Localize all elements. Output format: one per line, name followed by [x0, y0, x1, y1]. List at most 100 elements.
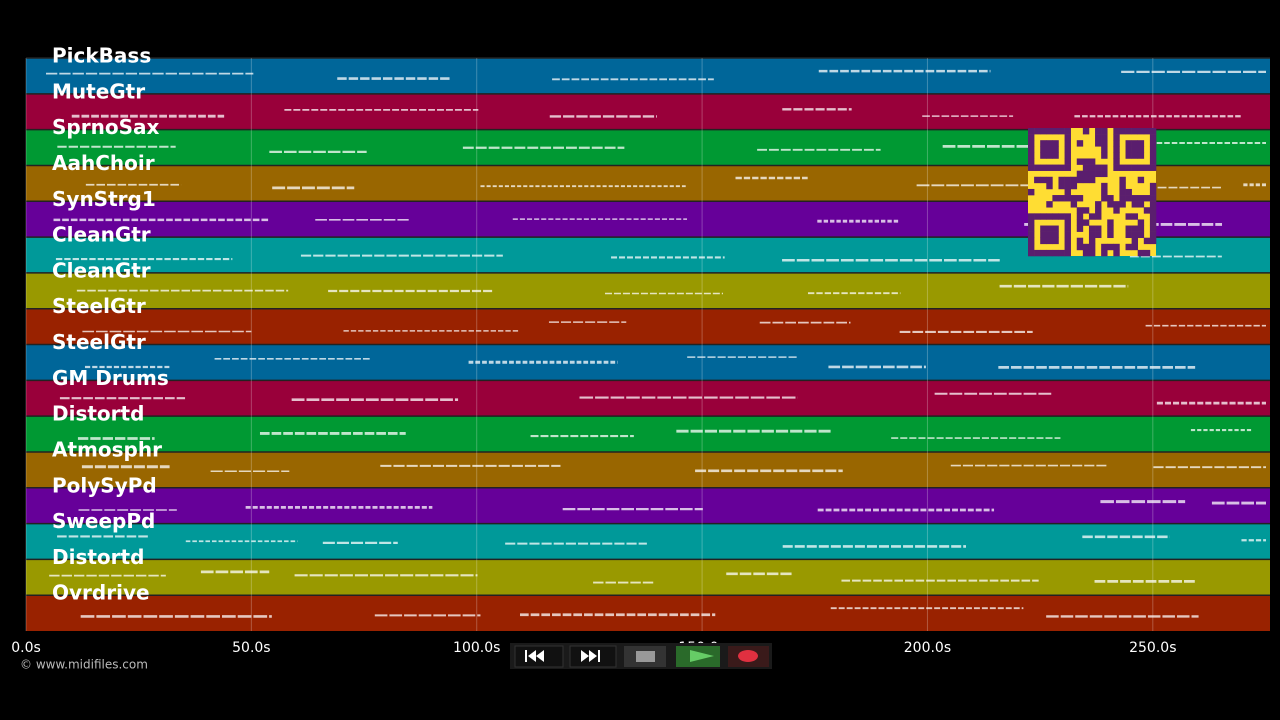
qr-module — [1137, 231, 1145, 239]
track-band — [26, 344, 1270, 381]
record-button[interactable] — [728, 646, 769, 667]
qr-module — [1076, 140, 1084, 147]
qr-module — [1052, 213, 1059, 220]
play-button[interactable] — [676, 646, 720, 667]
qr-module — [1095, 128, 1102, 135]
qr-module — [1052, 231, 1059, 239]
qr-module — [1119, 201, 1126, 208]
qr-module — [1113, 146, 1120, 153]
qr-module — [1046, 237, 1053, 245]
qr-module — [1095, 140, 1102, 147]
qr-module — [1088, 225, 1096, 232]
qr-module — [1070, 201, 1078, 208]
qr-module — [1076, 237, 1084, 245]
qr-module — [1137, 128, 1145, 135]
qr-module — [1028, 231, 1035, 239]
qr-module — [1101, 164, 1108, 171]
qr-module — [1076, 158, 1084, 165]
qr-module — [1082, 128, 1090, 135]
qr-module — [1149, 152, 1157, 159]
qr-module — [1149, 128, 1157, 135]
qr-module — [1131, 213, 1139, 220]
qr-module — [1028, 164, 1035, 171]
qr-module — [1040, 152, 1047, 159]
qr-code — [1028, 128, 1157, 257]
qr-module — [1028, 243, 1035, 251]
qr-module — [1149, 201, 1157, 208]
qr-module — [1040, 164, 1047, 171]
qr-module — [1088, 213, 1096, 220]
track-label: PickBass — [52, 44, 151, 68]
qr-module — [1095, 201, 1102, 208]
qr-module — [1076, 219, 1084, 226]
qr-module — [1076, 176, 1084, 184]
qr-module — [1076, 207, 1084, 214]
forward-button[interactable] — [569, 645, 617, 668]
qr-module — [1064, 152, 1071, 159]
qr-module — [1149, 237, 1157, 245]
track-label: Distortd — [52, 545, 144, 569]
qr-module — [1064, 140, 1071, 147]
qr-module — [1131, 231, 1139, 239]
qr-module — [1082, 158, 1090, 165]
qr-module — [1125, 140, 1132, 147]
qr-module — [1064, 243, 1071, 251]
transport — [510, 643, 772, 669]
qr-module — [1034, 249, 1041, 257]
qr-module — [1028, 146, 1035, 153]
x-tick-label: 100.0s — [453, 640, 500, 656]
qr-module — [1046, 152, 1053, 159]
qr-module — [1131, 201, 1139, 208]
qr-module — [1107, 231, 1114, 239]
qr-module — [1101, 188, 1108, 196]
qr-module — [1058, 128, 1065, 135]
rewind-button[interactable] — [514, 645, 564, 668]
track-label: SprnoSax — [52, 115, 159, 139]
qr-module — [1143, 249, 1151, 257]
track-band — [26, 58, 1270, 94]
qr-module — [1070, 182, 1078, 190]
track-label: SteelGtr — [52, 294, 146, 318]
copyright: © www.midifiles.com — [20, 658, 148, 672]
track-label: AahChoir — [52, 151, 155, 175]
track-band — [26, 308, 1270, 345]
note-lines — [46, 69, 1266, 618]
qr-module — [1046, 140, 1053, 147]
qr-module — [1082, 249, 1090, 257]
qr-module — [1131, 140, 1139, 147]
track-band — [26, 451, 1270, 488]
qr-module — [1107, 219, 1114, 226]
x-tick-label: 50.0s — [232, 640, 270, 656]
qr-module — [1046, 146, 1053, 153]
qr-module — [1052, 225, 1059, 232]
track-band — [26, 416, 1270, 452]
qr-module — [1064, 164, 1071, 171]
qr-module — [1119, 176, 1126, 184]
qr-module — [1107, 201, 1114, 208]
qr-module — [1113, 249, 1120, 257]
track-band — [26, 595, 1270, 631]
qr-module — [1125, 152, 1132, 159]
track-band — [26, 487, 1270, 524]
qr-module — [1113, 164, 1120, 171]
x-tick-label: 0.0s — [11, 640, 41, 656]
qr-module — [1149, 164, 1157, 171]
qr-module — [1040, 213, 1047, 220]
qr-module — [1052, 164, 1059, 171]
qr-module — [1125, 195, 1132, 202]
qr-module — [1101, 140, 1108, 147]
qr-module — [1137, 201, 1145, 208]
track-label: PolySyPd — [52, 473, 157, 497]
qr-module — [1058, 164, 1065, 171]
stop-button[interactable] — [624, 646, 666, 667]
qr-module — [1125, 146, 1132, 153]
qr-module — [1101, 134, 1108, 141]
track-label: SynStrg1 — [52, 187, 156, 211]
qr-module — [1149, 225, 1157, 232]
qr-module — [1028, 152, 1035, 159]
qr-module — [1028, 158, 1035, 165]
qr-module — [1113, 152, 1120, 159]
qr-module — [1028, 237, 1035, 245]
